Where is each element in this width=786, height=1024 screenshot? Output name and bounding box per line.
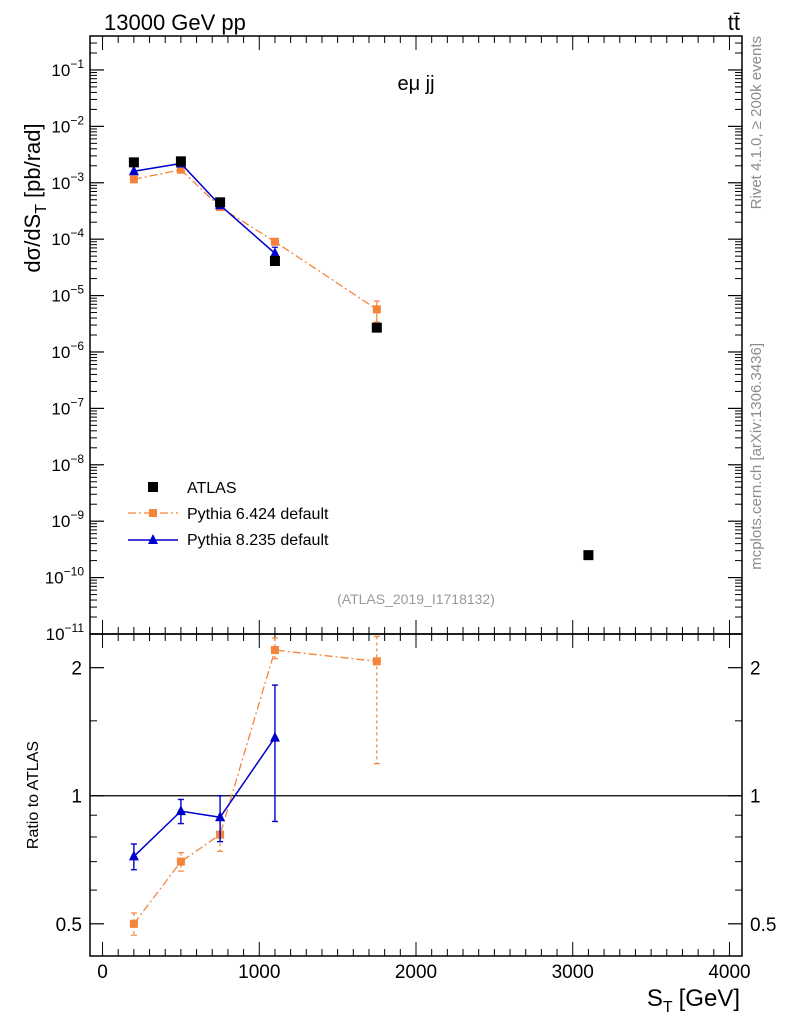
x-axis-label-sub: T: [663, 999, 673, 1016]
y-tick-label: 10−6: [51, 339, 84, 362]
main-y-label-sub: T: [33, 204, 50, 214]
pythia6-point: [270, 237, 279, 246]
legend-marker-atlas: [148, 482, 158, 492]
y-tick-exponent: −8: [70, 452, 84, 466]
ratio-pythia8-point: [175, 805, 186, 816]
y-tick-label: 10−1: [51, 57, 84, 80]
x-tick-label: 4000: [708, 962, 750, 983]
y-tick-label: 10−4: [51, 226, 84, 249]
y-tick-exponent: −7: [70, 395, 84, 409]
pythia6-line: [133, 169, 378, 310]
main-y-label: dσ/dST [pb/rad]: [20, 123, 50, 272]
main-y-label-main: dσ/dS: [20, 214, 45, 273]
ratio-y-tick-label: 2: [71, 659, 82, 680]
ratio-pythia6-point: [270, 646, 279, 655]
ratio-y-label: Ratio to ATLAS: [25, 741, 42, 849]
y-tick-label: 10−2: [51, 113, 84, 136]
pythia8-line: [133, 162, 276, 254]
ratio-pythia8-point: [128, 850, 139, 861]
ratio-pythia8-point: [215, 811, 226, 822]
pythia6-point: [129, 175, 138, 184]
panel-title: eμ jj: [397, 73, 434, 95]
atlas-data-point: [269, 256, 280, 267]
y-tick-exponent: −1: [70, 57, 84, 71]
atlas-data-point: [175, 156, 186, 167]
main-series-layer: [128, 156, 594, 561]
y-tick-exponent: −3: [70, 170, 84, 184]
y-tick-base: 10: [51, 456, 70, 475]
y-tick-base: 10: [51, 230, 70, 249]
legend-marker-pythia6: [149, 509, 157, 517]
ratio-pythia6-point: [176, 857, 185, 866]
ratio-y-tick-label: 1: [71, 787, 82, 808]
pythia6-point: [176, 165, 185, 174]
ratio-y-tick-label-right: 0.5: [750, 915, 776, 936]
legend-marker-pythia8: [148, 534, 158, 544]
y-tick-base: 10: [51, 61, 70, 80]
ratio-y-tick-label-right: 1: [750, 787, 761, 808]
y-tick-exponent: −5: [70, 283, 84, 297]
y-tick-base: 10: [51, 174, 70, 193]
ratio-axes: 0.5 0.5 1 1 2 2 0 1000 2000 3000 4000: [56, 634, 776, 983]
y-tick-label: 10−8: [51, 452, 84, 475]
ratio-pythia6-line: [133, 649, 377, 925]
legend-label-atlas: ATLAS: [187, 480, 237, 497]
pythia8-point: [128, 165, 139, 176]
y-tick-label: 10−11: [46, 621, 85, 644]
ratio-plot-frame: [89, 633, 743, 957]
pythia6-point: [372, 305, 381, 314]
ratio-series-layer: [128, 635, 381, 936]
y-tick-label: 10−10: [45, 565, 85, 588]
y-tick-label: 10−5: [51, 283, 84, 306]
legend-label-pythia8: Pythia 8.235 default: [187, 532, 329, 549]
y-tick-base: 10: [51, 117, 70, 136]
x-tick-label: 1000: [238, 962, 280, 983]
y-tick-label: 10−7: [51, 395, 84, 418]
y-tick-base: 10: [51, 287, 70, 306]
ratio-pythia6-point: [129, 919, 138, 928]
x-tick-label: 2000: [395, 962, 437, 983]
header-left: 13000 GeV pp: [104, 10, 246, 35]
legend: ATLAS Pythia 6.424 default Pythia 8.235 …: [128, 480, 329, 549]
x-tick-label: 0: [97, 962, 108, 983]
mcplots-label: mcplots.cern.ch [arXiv:1306.3436]: [748, 343, 765, 570]
watermark: (ATLAS_2019_I1718132): [337, 591, 495, 607]
y-tick-exponent: −10: [64, 565, 85, 579]
y-tick-exponent: −9: [70, 508, 84, 522]
atlas-data-point: [215, 197, 226, 208]
y-tick-base: 10: [51, 399, 70, 418]
rivet-label: Rivet 4.1.0, ≥ 200k events: [748, 36, 765, 209]
y-tick-label: 10−3: [51, 170, 84, 193]
ratio-pythia8-line: [133, 737, 276, 857]
y-tick-exponent: −2: [70, 113, 84, 127]
pythia8-point: [269, 247, 280, 258]
atlas-data-point: [583, 550, 594, 561]
atlas-data-point: [128, 157, 139, 168]
y-tick-base: 10: [51, 512, 70, 531]
main-y-axis: 10−1110−1010−910−810−710−610−510−410−310…: [45, 36, 742, 644]
x-axis-label-main: S: [647, 985, 663, 1012]
main-y-label-unit: [pb/rad]: [20, 123, 45, 198]
y-tick-exponent: −4: [70, 226, 84, 240]
header-right: tt̄: [728, 10, 740, 35]
y-tick-base: 10: [46, 625, 65, 644]
ratio-y-tick-label: 0.5: [56, 915, 82, 936]
x-axis-label-unit: [GeV]: [679, 985, 740, 1012]
x-tick-label: 3000: [552, 962, 594, 983]
y-tick-base: 10: [51, 343, 70, 362]
y-tick-exponent: −11: [65, 621, 85, 635]
legend-label-pythia6: Pythia 6.424 default: [187, 506, 329, 523]
ratio-pythia6-point: [372, 657, 381, 666]
y-tick-exponent: −6: [70, 339, 84, 353]
ratio-y-tick-label-right: 2: [750, 659, 761, 680]
svg-text:dσ/dST[pb/rad]: dσ/dST [pb/rad]: [20, 123, 50, 272]
ratio-pythia8-point: [269, 731, 280, 742]
x-axis-label: ST [GeV]: [647, 985, 740, 1016]
y-tick-base: 10: [45, 569, 64, 588]
atlas-data-point: [371, 322, 382, 333]
y-tick-label: 10−9: [51, 508, 84, 531]
